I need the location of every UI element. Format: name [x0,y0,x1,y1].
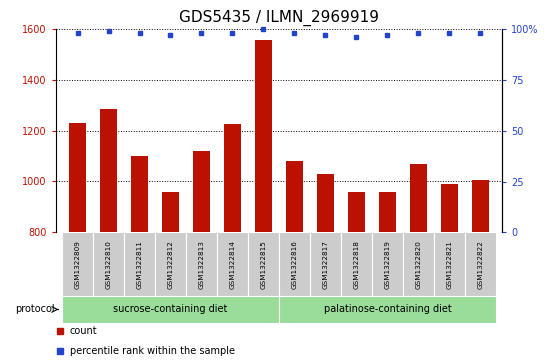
Text: GSM1322815: GSM1322815 [261,240,267,289]
Text: protocol: protocol [16,305,55,314]
Text: GSM1322821: GSM1322821 [446,240,453,289]
Bar [155,232,186,296]
Bar [69,123,86,363]
Text: GSM1322817: GSM1322817 [323,240,329,289]
Bar [131,156,148,363]
Bar [403,232,434,296]
Bar [310,232,341,296]
Bar [286,161,303,363]
Text: GSM1322816: GSM1322816 [291,240,297,289]
Bar [62,232,93,296]
Bar [410,164,427,363]
Text: GSM1322818: GSM1322818 [354,240,359,289]
Text: GSM1322813: GSM1322813 [199,240,204,289]
Text: count: count [70,326,98,336]
Bar [379,192,396,363]
Text: GSM1322822: GSM1322822 [478,240,483,289]
Bar [434,232,465,296]
Bar [186,232,217,296]
Bar [279,232,310,296]
Bar [372,232,403,296]
Bar [248,232,279,296]
Bar [341,232,372,296]
Bar [93,232,124,296]
Bar [124,232,155,296]
Text: GSM1322809: GSM1322809 [75,240,80,289]
Bar [255,40,272,363]
Bar [224,124,241,363]
Bar [317,174,334,363]
Text: GSM1322820: GSM1322820 [416,240,421,289]
Bar [465,232,496,296]
Bar [100,109,117,363]
Text: palatinose-containing diet: palatinose-containing diet [324,305,451,314]
Bar [472,180,489,363]
Bar [217,232,248,296]
Bar [348,192,365,363]
Text: sucrose-containing diet: sucrose-containing diet [113,305,228,314]
Text: percentile rank within the sample: percentile rank within the sample [70,346,235,356]
Text: GSM1322811: GSM1322811 [137,240,142,289]
Bar [62,296,279,323]
Bar [193,151,210,363]
Bar [279,296,496,323]
Text: GSM1322810: GSM1322810 [105,240,112,289]
Text: GSM1322819: GSM1322819 [384,240,391,289]
Text: GSM1322812: GSM1322812 [167,240,174,289]
Text: GSM1322814: GSM1322814 [229,240,235,289]
Bar [441,184,458,363]
Title: GDS5435 / ILMN_2969919: GDS5435 / ILMN_2969919 [179,10,379,26]
Bar [162,192,179,363]
